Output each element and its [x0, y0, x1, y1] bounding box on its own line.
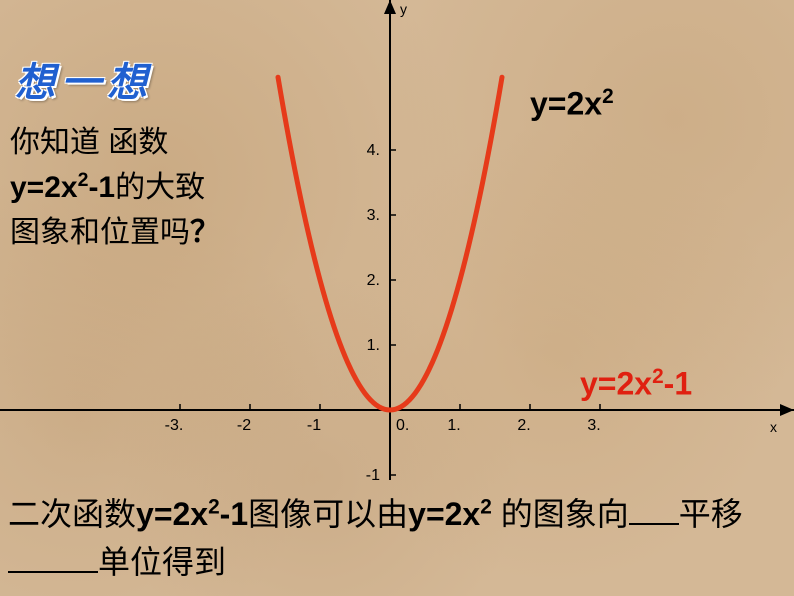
svg-text:-1: -1	[366, 467, 380, 480]
svg-text:-2: -2	[237, 417, 251, 434]
svg-text:1.: 1.	[367, 337, 380, 354]
svg-text:-1: -1	[307, 417, 321, 434]
svg-text:3.: 3.	[367, 207, 380, 224]
svg-text:3.: 3.	[587, 417, 600, 434]
svg-text:x: x	[770, 419, 777, 435]
blank-direction	[629, 497, 679, 525]
graph: -3. -2 -1 0. 1. 2. 3. 1. 2. 3. 4. -1 x y	[0, 0, 794, 480]
svg-text:1.: 1.	[447, 417, 460, 434]
bottom-statement: 二次函数y=2x2-1图像可以由y=2x2 的图象向平移单位得到	[8, 490, 788, 586]
blank-units	[8, 545, 98, 573]
svg-text:y: y	[400, 1, 407, 17]
svg-text:-3.: -3.	[165, 417, 184, 434]
svg-text:2.: 2.	[517, 417, 530, 434]
svg-text:0.: 0.	[396, 417, 409, 434]
svg-text:2.: 2.	[367, 272, 380, 289]
svg-text:4.: 4.	[367, 142, 380, 159]
